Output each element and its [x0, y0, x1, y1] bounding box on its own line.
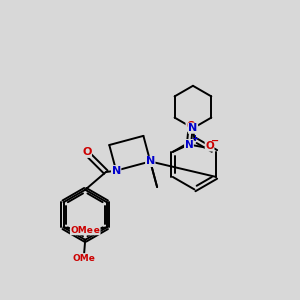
- Text: N: N: [112, 166, 121, 176]
- Text: OMe: OMe: [70, 226, 93, 235]
- Text: OMe: OMe: [77, 226, 100, 235]
- Text: O: O: [186, 121, 195, 131]
- Text: N: N: [188, 123, 198, 133]
- Text: N: N: [146, 157, 155, 166]
- Text: +: +: [191, 134, 198, 142]
- Text: N: N: [184, 140, 193, 149]
- Text: O: O: [205, 141, 214, 151]
- Text: OMe: OMe: [72, 254, 95, 262]
- Text: O: O: [82, 147, 92, 158]
- Text: −: −: [211, 136, 219, 146]
